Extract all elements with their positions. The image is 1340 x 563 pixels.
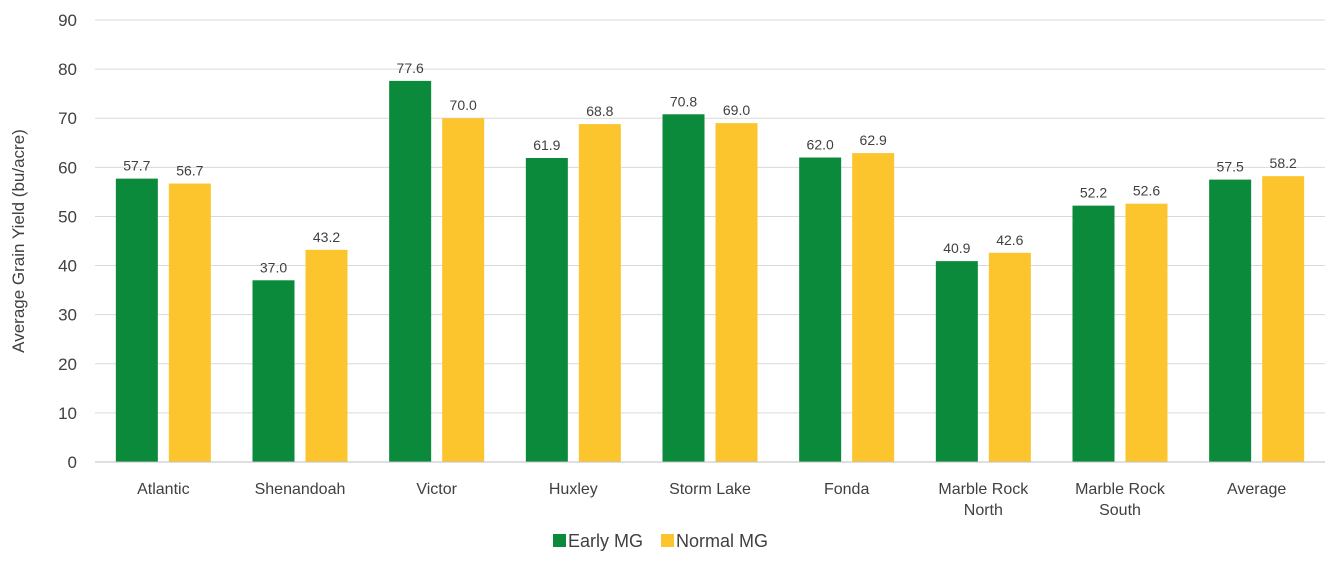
bar-normal-mg <box>852 153 895 462</box>
bar-normal-mg <box>988 252 1031 462</box>
legend-label: Normal MG <box>676 531 768 551</box>
x-category-label: Average <box>1227 481 1286 498</box>
bar-normal-mg <box>1262 176 1305 462</box>
data-label: 56.7 <box>176 163 203 179</box>
data-label: 58.2 <box>1270 155 1297 171</box>
bar-normal-mg <box>305 249 348 462</box>
y-tick-label: 10 <box>58 404 77 423</box>
x-category-label: South <box>1099 502 1141 519</box>
data-label: 77.6 <box>397 60 424 76</box>
data-label: 42.6 <box>996 232 1023 248</box>
data-label: 62.0 <box>807 137 834 153</box>
data-label: 43.2 <box>313 229 340 245</box>
data-label: 70.8 <box>670 93 697 109</box>
y-tick-label: 20 <box>58 355 77 374</box>
x-category-label: Huxley <box>549 481 598 498</box>
x-category-label: Marble Rock <box>938 481 1029 498</box>
bar-early-mg <box>935 261 978 462</box>
data-label: 40.9 <box>943 240 970 256</box>
x-category-label: North <box>964 502 1003 519</box>
legend-swatch-normal-mg <box>661 534 675 547</box>
data-label: 57.5 <box>1217 159 1244 175</box>
data-label: 57.7 <box>123 158 150 174</box>
bar-early-mg <box>389 80 432 463</box>
data-label: 52.2 <box>1080 185 1107 201</box>
bar-normal-mg <box>578 124 621 463</box>
bar-early-mg <box>115 178 158 462</box>
x-category-label: Fonda <box>824 481 869 498</box>
data-label: 69.0 <box>723 102 750 118</box>
bar-normal-mg <box>442 118 485 462</box>
legend-swatch-early-mg <box>553 534 566 547</box>
bar-early-mg <box>1209 179 1252 462</box>
y-tick-label: 50 <box>58 207 77 226</box>
data-label: 37.0 <box>260 259 287 275</box>
data-label: 70.0 <box>450 97 477 113</box>
y-tick-label: 70 <box>58 109 77 128</box>
y-axis-title: Average Grain Yield (bu/acre) <box>9 129 28 353</box>
bar-early-mg <box>1072 205 1115 462</box>
y-tick-label: 30 <box>58 306 77 325</box>
y-tick-label: 40 <box>58 257 77 276</box>
bar-normal-mg <box>715 123 758 462</box>
data-label: 61.9 <box>533 137 560 153</box>
data-label: 52.6 <box>1133 183 1160 199</box>
y-tick-label: 0 <box>68 453 77 472</box>
bar-normal-mg <box>168 183 211 463</box>
bar-normal-mg <box>1125 203 1168 463</box>
x-category-label: Shenandoah <box>255 481 346 498</box>
bar-early-mg <box>662 114 705 462</box>
y-tick-label: 60 <box>58 158 77 177</box>
data-label: 62.9 <box>860 132 887 148</box>
legend-label: Early MG <box>568 531 643 551</box>
x-category-label: Victor <box>416 481 457 498</box>
x-category-label: Storm Lake <box>669 481 751 498</box>
y-tick-label: 90 <box>58 11 77 30</box>
bar-early-mg <box>525 158 568 462</box>
x-category-label: Marble Rock <box>1075 481 1166 498</box>
x-category-label: Atlantic <box>137 481 189 498</box>
data-label: 68.8 <box>586 103 613 119</box>
bar-early-mg <box>252 280 295 462</box>
y-tick-label: 80 <box>58 60 77 79</box>
bar-early-mg <box>799 157 842 462</box>
